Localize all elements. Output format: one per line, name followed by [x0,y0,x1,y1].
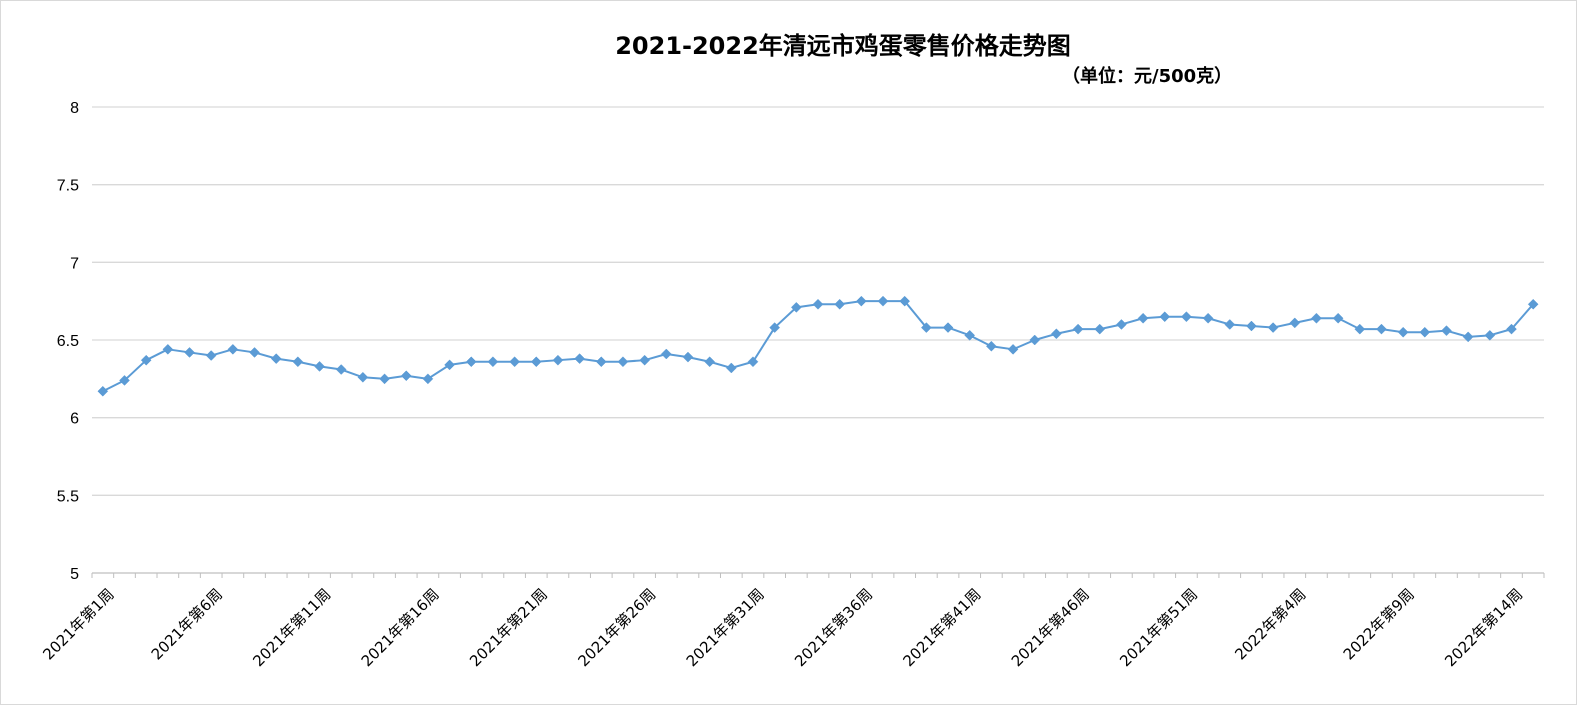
data-point-marker [487,356,499,368]
data-point-marker [1202,312,1214,324]
data-point-marker [509,356,520,368]
data-point-marker [357,371,369,383]
data-point-marker [964,329,976,341]
data-point-marker [1527,298,1539,310]
x-tick-label: 2022年第9周 [1340,585,1418,663]
x-tick-label: 2022年第4周 [1231,585,1309,663]
data-point-marker [704,356,715,368]
series-markers [97,295,1539,397]
data-point-marker [227,343,239,355]
data-point-marker [639,354,650,366]
data-point-marker [335,364,347,375]
data-point-marker [249,347,260,358]
data-point-marker [140,354,152,366]
x-tick-label: 2021年第41周 [899,585,984,670]
data-point-marker [617,356,629,368]
data-point-marker [1051,328,1062,340]
data-point-marker [942,322,954,333]
data-point-marker [1007,343,1019,355]
data-point-marker [1506,323,1517,335]
data-point-marker [444,359,455,371]
data-point-marker [595,356,607,368]
data-point-marker [747,356,759,368]
data-point-marker [812,298,824,310]
data-point-marker [314,361,325,372]
data-point-marker [422,373,434,385]
data-point-marker [465,356,477,368]
data-point-marker [1311,312,1322,324]
data-point-marker [1397,326,1409,338]
x-tick-label: 2021年第16周 [358,585,443,670]
data-point-marker [1029,334,1041,346]
y-tick-label: 8 [70,100,79,117]
y-tick-label: 5.5 [57,488,79,505]
data-point-marker [1116,319,1127,330]
data-point-marker [1441,325,1452,337]
data-point-marker [834,298,846,310]
data-point-marker [1419,326,1431,338]
x-tick-label: 2022年第14周 [1441,585,1526,670]
x-tick-label: 2021年第51周 [1116,585,1201,670]
chart-title: 2021-2022年清远市鸡蛋零售价格走势图 [615,32,1071,60]
x-tick-label: 2021年第36周 [791,585,876,670]
data-point-marker [1462,331,1474,343]
x-tick-label: 2021年第46周 [1008,585,1093,670]
data-point-marker [530,356,542,368]
y-tick-label: 6 [70,411,79,428]
data-point-marker [574,353,585,364]
data-point-marker [877,295,889,307]
data-point-marker [292,356,304,368]
data-point-marker [379,373,390,385]
chart-subtitle: （单位：元/500克） [1062,66,1233,87]
data-point-marker [899,295,911,307]
y-tick-label: 6.5 [57,333,79,350]
data-point-marker [1094,323,1106,335]
data-point-marker [1267,322,1279,333]
series-line [102,300,1534,393]
x-tick-label: 2021年第26周 [574,585,659,670]
data-point-marker [97,385,109,397]
data-point-marker [1484,329,1496,341]
data-point-marker [400,370,412,382]
data-point-marker [660,348,672,360]
series-line-path [102,300,1534,393]
x-tick-label: 2021年第21周 [466,585,551,670]
gridlines [92,106,1544,574]
x-tick-label: 2021年第11周 [249,585,334,670]
y-tick-label: 7.5 [57,178,79,195]
data-point-marker [1137,312,1149,324]
data-point-marker [552,354,564,366]
y-tick-label: 5 [70,566,79,583]
data-point-marker [1246,320,1257,332]
x-axis-ticks: 2021年第1周 2021年第6周 2021年第11周 2021年第16周 2021年第… [39,573,1545,670]
data-point-marker [270,353,282,364]
data-point-marker [725,362,737,374]
data-point-marker [769,322,781,333]
data-point-marker [1072,323,1084,335]
data-point-marker [986,340,997,352]
data-point-marker [1159,311,1171,323]
x-tick-label: 2021年第31周 [683,585,768,670]
data-point-marker [682,351,694,363]
y-tick-label: 7 [70,255,79,272]
data-point-marker [162,343,174,355]
y-axis-ticks: 5 5.5 6 6.5 7 7.5 8 [57,100,79,583]
data-point-marker [1332,312,1344,324]
data-point-marker [205,350,217,361]
data-point-marker [1289,317,1301,329]
data-point-marker [790,302,802,313]
data-point-marker [1224,319,1236,330]
x-tick-label: 2021年第1周 [39,585,117,663]
data-point-marker [1181,311,1192,323]
x-tick-label: 2021年第6周 [148,585,226,663]
data-point-marker [119,375,130,386]
data-point-marker [184,347,195,358]
data-point-marker [1354,323,1366,335]
data-point-marker [855,295,867,307]
data-point-marker [921,322,932,333]
data-point-marker [1376,323,1387,335]
